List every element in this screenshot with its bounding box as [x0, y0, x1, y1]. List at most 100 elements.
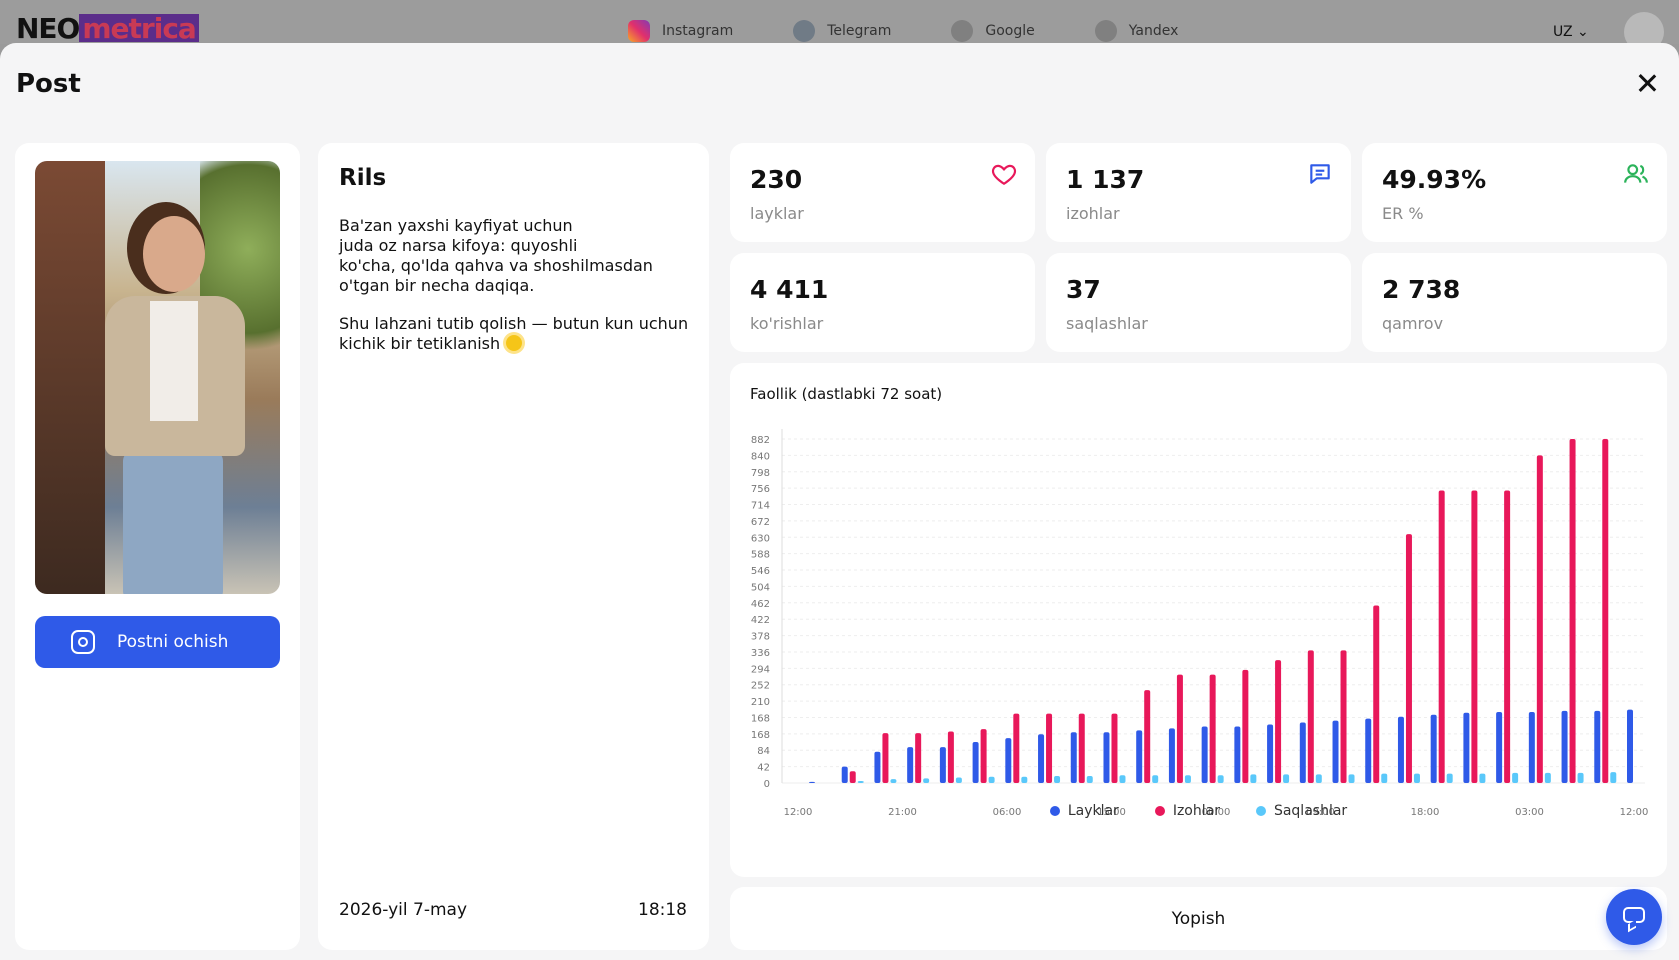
nav-label: Instagram	[662, 23, 734, 39]
bar-layklar	[1397, 716, 1404, 783]
bar-saqlashlar	[1184, 775, 1191, 783]
post-caption-card: Rils Ba'zan yaxshi kayfiyat uchun juda o…	[318, 143, 709, 950]
bar-saqlashlar	[988, 776, 995, 783]
legend-item-comments[interactable]: Izohlar	[1154, 803, 1220, 819]
bar-saqlashlar	[1283, 774, 1290, 783]
stat-label: izohlar	[1066, 204, 1120, 223]
bar-saqlashlar	[1413, 773, 1420, 783]
bar-saqlashlar	[1086, 775, 1093, 783]
x-tick-label: 00:00	[1202, 807, 1231, 818]
y-tick-label: 294	[751, 664, 770, 675]
close-modal-button[interactable]: Yopish	[730, 887, 1667, 950]
stat-card-likes: 230 layklar	[730, 143, 1035, 242]
post-caption: Ba'zan yaxshi kayfiyat uchun juda oz nar…	[339, 216, 699, 372]
post-date: 2026-yil 7-may	[339, 900, 467, 920]
legend-label: Izohlar	[1172, 803, 1220, 819]
y-tick-label: 672	[751, 517, 770, 528]
bar-izohlar	[1242, 669, 1249, 783]
stat-card-comments: 1 137 izohlar	[1046, 143, 1351, 242]
bar-izohlar	[1176, 674, 1183, 783]
caption-paragraph-1: Ba'zan yaxshi kayfiyat uchun juda oz nar…	[339, 216, 653, 295]
y-tick-label: 798	[751, 468, 770, 479]
bar-layklar	[1430, 714, 1437, 783]
bar-saqlashlar	[1610, 772, 1617, 783]
x-tick-label: 09:00	[1306, 807, 1335, 818]
instagram-icon	[71, 630, 95, 654]
legend-dot	[1255, 806, 1266, 816]
nav-item-google[interactable]: Google	[951, 20, 1035, 42]
neometrica-logo[interactable]: NEO metrica	[16, 14, 199, 42]
chart-title: Faollik (dastlabki 72 soat)	[750, 385, 943, 403]
bar-layklar	[1103, 732, 1110, 783]
caption-paragraph-2-text: Shu lahzani tutib qolish — butun kun uch…	[339, 314, 689, 353]
stat-card-reach: 2 738 qamrov	[1362, 253, 1667, 352]
y-tick-label: 714	[751, 501, 770, 512]
y-tick-label: 378	[751, 632, 770, 643]
users-icon	[1624, 164, 1648, 183]
bar-saqlashlar	[1479, 773, 1486, 783]
language-selector[interactable]: UZ ⌄	[1553, 24, 1589, 40]
open-post-button[interactable]: Postni ochish	[35, 616, 280, 668]
bar-layklar	[907, 747, 914, 783]
telegram-icon	[793, 20, 816, 42]
bar-izohlar	[1471, 490, 1478, 783]
stat-label: ko'rishlar	[750, 314, 824, 333]
activity-chart-card: 0 42 84 168 168 210 252 294 336 378 422 462 504 546 58…	[730, 363, 1667, 877]
bar-izohlar	[1046, 713, 1053, 783]
y-tick-label: 588	[751, 550, 770, 561]
nav-item-instagram[interactable]: Instagram	[628, 20, 733, 42]
bar-izohlar	[1602, 439, 1609, 783]
y-tick-label: 504	[751, 582, 770, 593]
stat-value: 4 411	[750, 275, 829, 304]
top-navigation-bar: NEO metrica Instagram Telegram Google Yan…	[0, 0, 1679, 52]
bar-izohlar	[1078, 713, 1085, 783]
bar-izohlar	[947, 731, 954, 783]
bar-izohlar	[915, 733, 922, 783]
x-tick-label: 12:00	[784, 807, 813, 818]
bar-saqlashlar	[955, 777, 962, 783]
bar-saqlashlar	[1315, 774, 1322, 783]
image-building	[35, 161, 105, 594]
stat-label: qamrov	[1382, 314, 1444, 333]
legend-item-saves[interactable]: Saqlashlar	[1255, 803, 1348, 819]
bar-layklar	[841, 766, 848, 783]
nav-item-yandex[interactable]: Yandex	[1094, 20, 1178, 42]
bar-izohlar	[1438, 490, 1445, 783]
bar-layklar	[1528, 712, 1535, 783]
image-person-shirt	[150, 301, 198, 421]
post-image	[35, 161, 280, 594]
y-tick-label: 630	[751, 533, 770, 544]
close-icon[interactable]	[1630, 67, 1664, 101]
bar-layklar	[1561, 710, 1568, 783]
chat-support-button[interactable]	[1606, 889, 1662, 945]
bar-saqlashlar	[1250, 774, 1257, 783]
bar-izohlar	[1504, 490, 1511, 783]
bar-layklar	[1005, 738, 1012, 783]
bar-saqlashlar	[1348, 774, 1355, 783]
bar-izohlar	[849, 771, 856, 783]
bar-layklar	[972, 742, 979, 783]
bar-layklar	[1627, 709, 1633, 783]
y-tick-label: 252	[751, 681, 770, 692]
legend-item-likes[interactable]: Layklar	[1049, 803, 1119, 819]
x-tick-label: 12:00	[1620, 807, 1649, 818]
y-tick-label: 422	[751, 615, 770, 626]
bar-saqlashlar	[1217, 775, 1224, 783]
bar-layklar	[1267, 724, 1274, 783]
instagram-icon	[628, 20, 650, 42]
bar-saqlashlar	[923, 778, 930, 783]
legend-label: Saqlashlar	[1273, 803, 1348, 819]
bar-layklar	[939, 747, 946, 783]
bar-saqlashlar	[1021, 776, 1028, 783]
nav-item-telegram[interactable]: Telegram	[793, 20, 891, 42]
image-person-head	[143, 216, 205, 292]
activity-chart: 0 42 84 168 168 210 252 294 336 378 422 462 504 546 58…	[751, 429, 1649, 818]
modal-title: Post	[16, 69, 81, 99]
nav-label: Telegram	[827, 23, 892, 39]
legend-dot	[1154, 806, 1165, 816]
bar-saqlashlar	[1381, 773, 1388, 783]
platform-nav: Instagram Telegram Google Yandex	[628, 20, 1238, 42]
google-icon	[951, 20, 974, 42]
bar-layklar	[874, 751, 881, 783]
stat-value: 1 137	[1066, 165, 1145, 194]
